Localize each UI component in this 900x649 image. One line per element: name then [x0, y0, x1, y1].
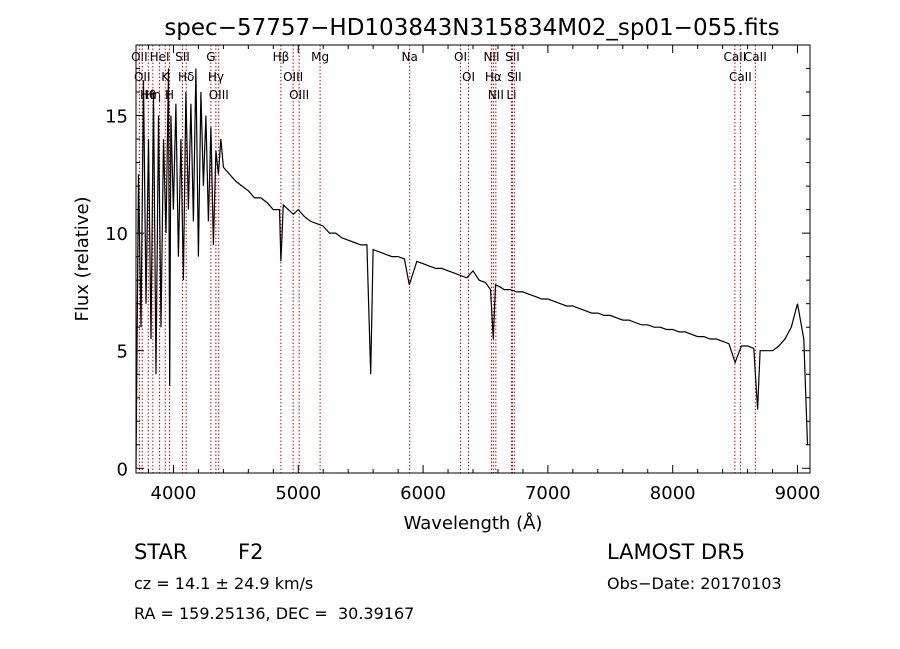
x-tick-label: 8000 — [650, 483, 696, 504]
y-tick-label: 10 — [105, 224, 128, 245]
object-type: STAR — [134, 540, 188, 564]
y-axis-label: Flux (relative) — [72, 196, 93, 321]
spectral-line-label: G — [206, 50, 215, 64]
spectral-line-label: Na — [402, 50, 418, 64]
spectral-subclass: F2 — [238, 540, 264, 564]
observation-date: Obs−Date: 20170103 — [607, 574, 782, 593]
survey-name: LAMOST DR5 — [607, 540, 746, 564]
spectral-line-label: Mg — [311, 50, 329, 64]
spectral-line-label: SII — [505, 50, 520, 64]
spectral-line-label: SII — [507, 70, 522, 84]
spectral-line-label: OII — [134, 70, 151, 84]
spectral-line-label: OI — [454, 50, 467, 64]
x-tick-label: 6000 — [400, 483, 446, 504]
spectral-line-label: CaII — [729, 70, 752, 84]
spectral-line-label: CaII — [723, 50, 746, 64]
spectral-line-label: OII — [131, 50, 148, 64]
y-tick-label: 5 — [117, 342, 128, 363]
spectral-line-label: Hδ — [178, 70, 194, 84]
spectral-line-label: NII — [488, 88, 504, 102]
y-tick-label: 0 — [117, 459, 128, 480]
plot-frame — [135, 44, 811, 474]
spectral-line-label: NII — [483, 50, 499, 64]
x-axis-label: Wavelength (Å) — [404, 512, 543, 534]
spectral-line-label: OIII — [289, 88, 309, 102]
spectral-line-label: OIII — [209, 88, 229, 102]
spectral-line-label: Hη — [145, 88, 162, 102]
spectral-line-label: K — [161, 70, 170, 84]
spectral-line-label: HeI — [150, 50, 170, 64]
spectral-line-label: OI — [462, 70, 475, 84]
y-tick-label: 15 — [105, 107, 128, 128]
spectral-line-label: Hγ — [208, 70, 224, 84]
spectral-line-label: OIII — [283, 70, 303, 84]
chart-title: spec−57757−HD103843N315834M02_sp01−055.f… — [164, 15, 779, 41]
x-tick-label: 7000 — [525, 483, 571, 504]
redshift-velocity: cz = 14.1 ± 24.9 km/s — [134, 574, 314, 593]
x-tick-label: 5000 — [275, 483, 321, 504]
spectral-line-label: Hα — [485, 70, 502, 84]
spectral-line-label: SII — [175, 50, 190, 64]
spectral-line-label: Li — [506, 88, 516, 102]
spectral-line-label: H — [165, 88, 174, 102]
x-tick-label: 9000 — [775, 483, 821, 504]
spectral-line-label: CaII — [744, 50, 767, 64]
x-tick-label: 4000 — [151, 483, 197, 504]
spectral-line-label: Hβ — [273, 50, 290, 64]
spectrum-series-line — [135, 68, 809, 469]
coordinates: RA = 159.25136, DEC = 30.39167 — [134, 604, 415, 623]
